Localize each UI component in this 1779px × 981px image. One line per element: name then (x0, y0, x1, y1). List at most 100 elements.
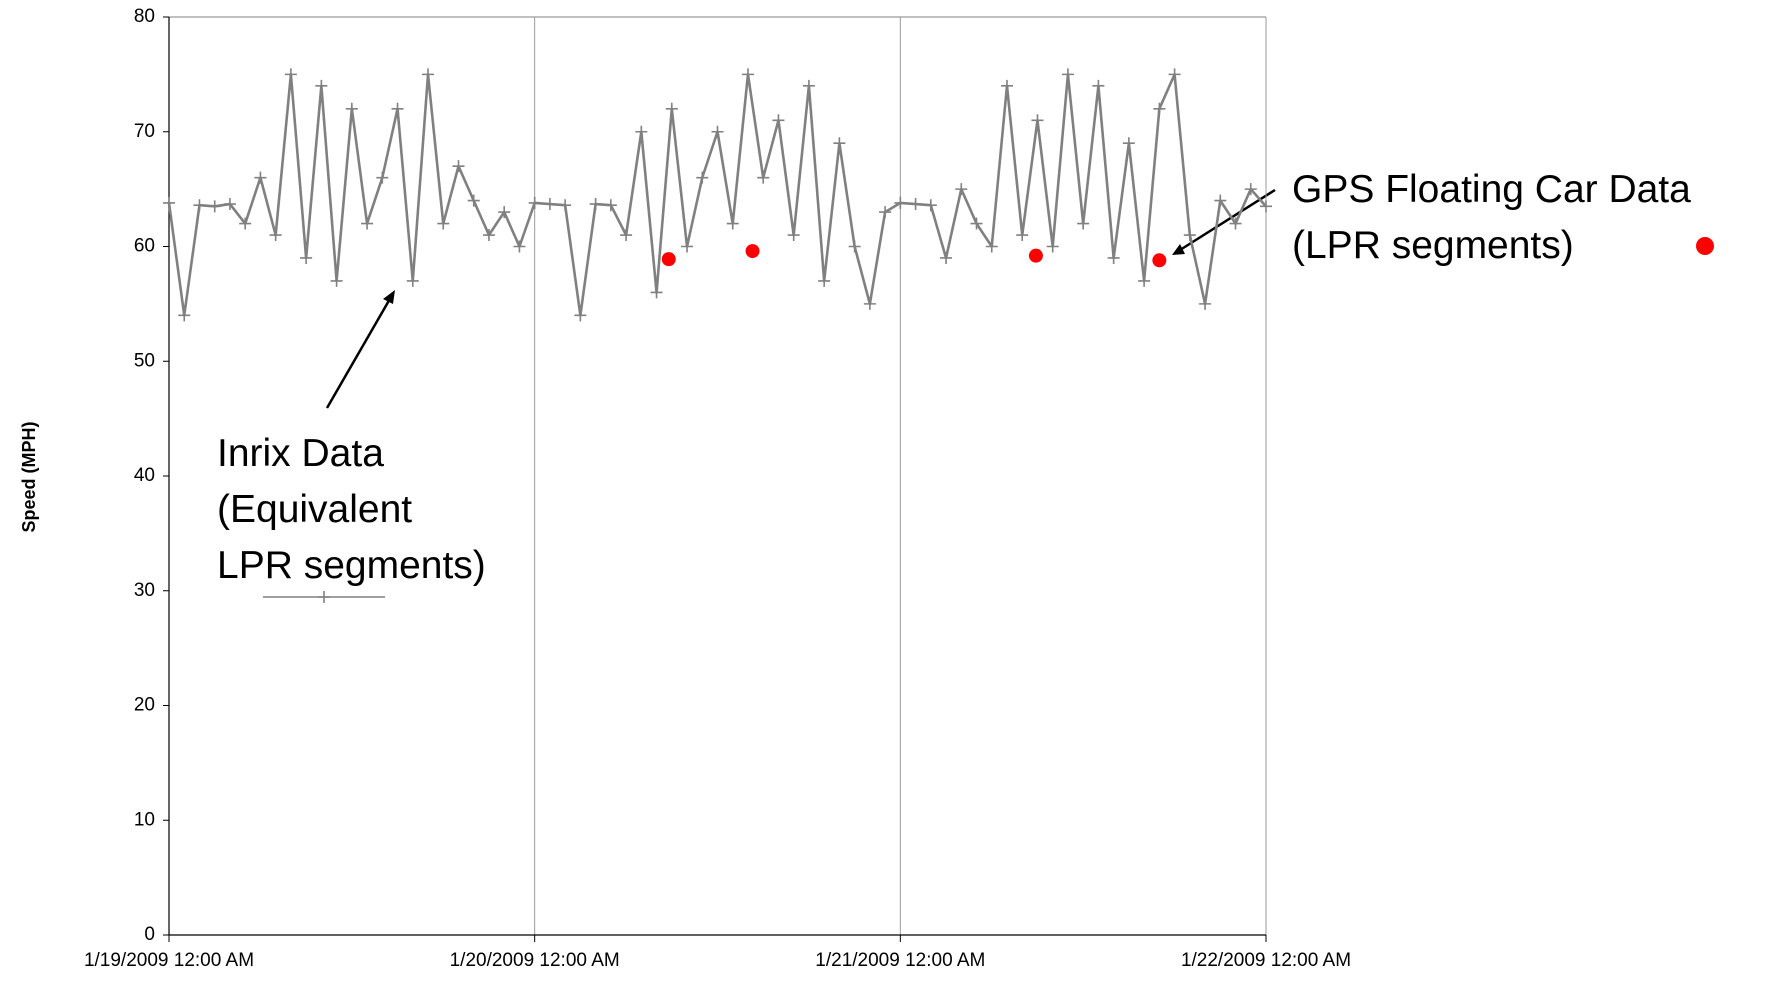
arrow-head (1172, 244, 1185, 255)
legend-label: Inrix Data (Equivalent LPR segments) (217, 432, 486, 587)
data-marker (300, 251, 313, 264)
data-marker (635, 125, 648, 138)
data-marker (1244, 183, 1257, 196)
data-marker (1031, 114, 1044, 127)
data-marker (772, 114, 785, 127)
data-marker (223, 198, 236, 211)
data-point (745, 244, 760, 259)
data-marker (1016, 229, 1029, 242)
y-tick-label: 60 (134, 236, 155, 257)
annotation-arrow (325, 296, 393, 409)
data-marker (970, 217, 983, 230)
data-marker (422, 68, 435, 81)
data-marker (757, 171, 770, 184)
data-marker (193, 199, 206, 212)
data-point (1152, 253, 1167, 268)
data-marker (1214, 194, 1227, 207)
data-marker (741, 68, 754, 81)
data-marker (955, 183, 968, 196)
data-marker (452, 160, 465, 173)
data-marker (1138, 274, 1151, 287)
data-marker (1183, 229, 1196, 242)
data-point (661, 252, 676, 267)
y-tick-label: 10 (134, 809, 155, 830)
data-marker (1107, 251, 1120, 264)
data-marker (376, 171, 389, 184)
data-marker (391, 102, 404, 115)
data-marker (315, 79, 328, 92)
data-marker (163, 196, 175, 209)
data-marker (696, 171, 709, 184)
data-marker (604, 199, 617, 212)
data-marker (1122, 137, 1135, 150)
data-marker (985, 240, 998, 253)
data-marker (1077, 217, 1090, 230)
data-marker (665, 102, 678, 115)
data-marker (650, 286, 663, 299)
data-marker (254, 171, 267, 184)
data-marker (498, 206, 511, 219)
data-marker (863, 297, 876, 310)
data-marker (848, 240, 861, 253)
data-line (167, 73, 1267, 317)
data-marker (208, 200, 221, 213)
data-marker (361, 217, 374, 230)
data-marker (559, 199, 572, 212)
data-marker (1153, 102, 1166, 115)
data-marker (940, 251, 953, 264)
data-marker (1092, 79, 1105, 92)
data-marker (1199, 297, 1212, 310)
data-marker (1000, 79, 1013, 92)
data-marker (879, 206, 892, 219)
y-tick-label: 40 (134, 465, 155, 486)
y-tick-label: 20 (134, 695, 155, 716)
y-tick-label: 80 (134, 6, 155, 27)
x-tick-label: 1/20/2009 12:00 AM (450, 950, 620, 971)
data-marker (1260, 200, 1272, 213)
y-tick-label: 0 (144, 924, 155, 945)
data-marker (924, 199, 937, 212)
data-marker (620, 229, 633, 242)
data-marker (239, 217, 252, 230)
data-marker (513, 240, 526, 253)
data-marker (1046, 240, 1059, 253)
data-marker (406, 274, 419, 287)
data-marker (681, 240, 694, 253)
arrow-head (383, 290, 395, 304)
y-axis-label: Speed (MPH) (19, 421, 39, 532)
data-marker (726, 217, 739, 230)
data-marker (1229, 217, 1242, 230)
data-marker (818, 274, 831, 287)
data-marker (833, 137, 846, 150)
data-marker (787, 229, 800, 242)
data-marker (909, 198, 922, 211)
data-marker (1061, 68, 1074, 81)
y-tick-label: 50 (134, 350, 155, 371)
data-marker (437, 217, 450, 230)
x-tick-label: 1/21/2009 12:00 AM (815, 950, 985, 971)
x-tick-label: 1/19/2009 12:00 AM (84, 950, 254, 971)
legend-swatch (1696, 237, 1714, 255)
legend-label: GPS Floating Car Data (LPR segments) (1292, 168, 1691, 267)
y-tick-label: 70 (134, 121, 155, 142)
data-marker (345, 102, 358, 115)
data-marker (574, 309, 587, 322)
data-point (1028, 248, 1043, 263)
data-marker (467, 194, 480, 207)
data-marker (802, 79, 815, 92)
data-marker (711, 125, 724, 138)
data-marker (330, 274, 343, 287)
data-marker (178, 309, 191, 322)
data-marker (543, 198, 556, 211)
data-marker (284, 68, 297, 81)
data-marker (269, 229, 282, 242)
x-tick-label: 1/22/2009 12:00 AM (1181, 950, 1351, 971)
y-tick-label: 30 (134, 580, 155, 601)
data-marker (1168, 68, 1181, 81)
data-marker (528, 196, 541, 209)
data-marker (894, 196, 907, 209)
data-marker (589, 198, 602, 211)
data-marker (482, 229, 495, 242)
